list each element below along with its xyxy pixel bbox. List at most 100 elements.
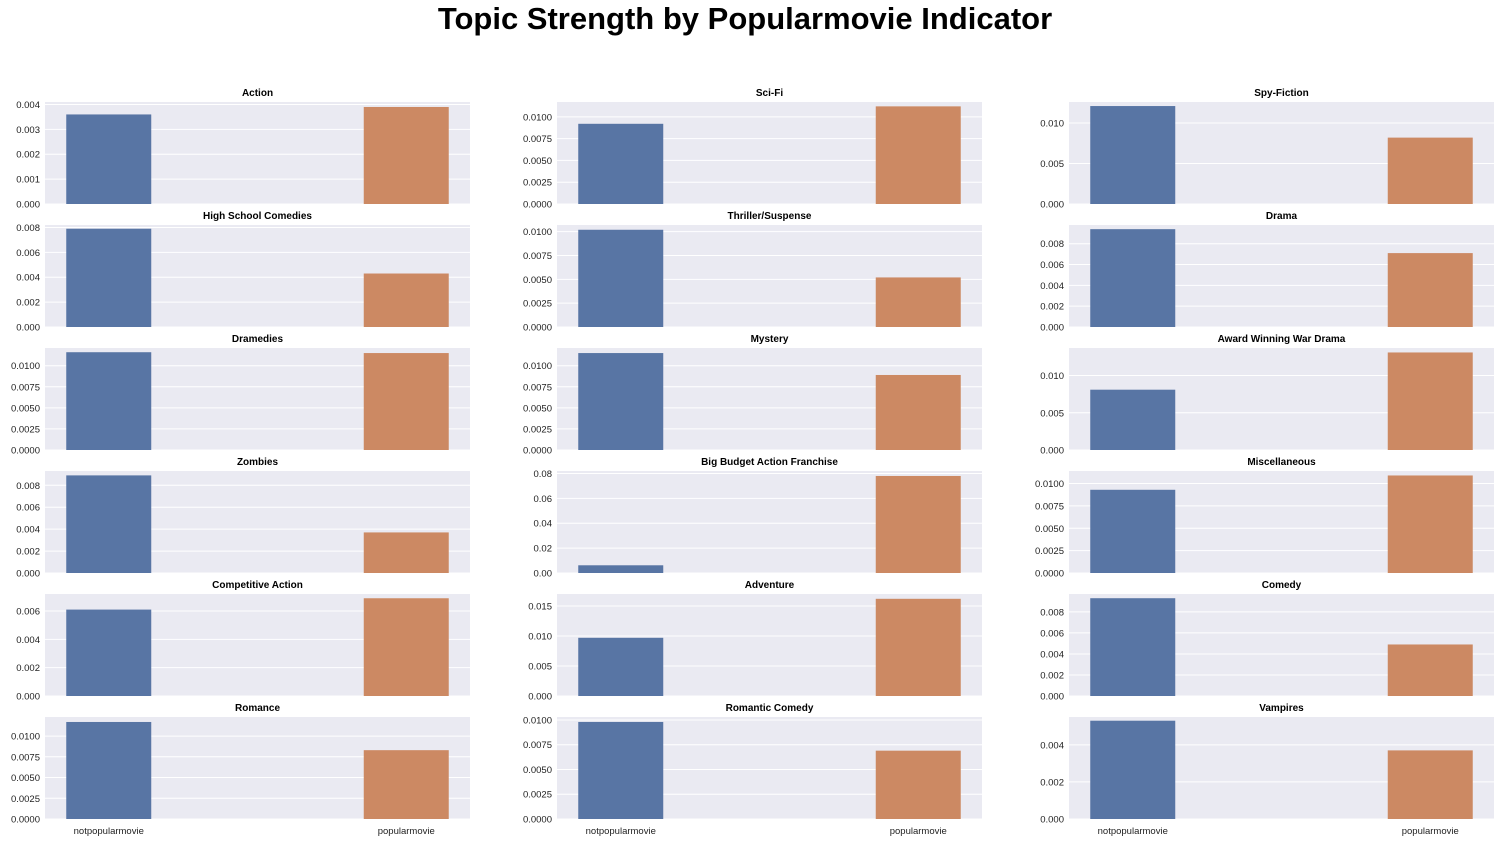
y-tick-label: 0.002 (1040, 670, 1064, 681)
x-tick-label: popularmovie (1402, 826, 1459, 837)
y-tick-label: 0.0025 (523, 178, 552, 189)
subplot-title: Vampires (1259, 703, 1304, 714)
y-tick-label: 0.001 (16, 175, 40, 186)
subplot: 0.000 0.002 0.004 0.006 0.008 Zombies (16, 457, 470, 580)
subplot: 0.000 0.002 0.004 0.006 Competitive Action (16, 580, 470, 703)
subplot: 0.000 0.001 0.002 0.003 0.004 Action (16, 88, 470, 211)
y-tick-label: 0.015 (528, 602, 552, 613)
bar-popularmovie (363, 598, 449, 696)
bar-notpopularmovie (66, 114, 152, 204)
subplot-title: Adventure (745, 580, 795, 591)
y-tick-label: 0.002 (1040, 777, 1064, 788)
y-tick-label: 0.0050 (523, 765, 552, 776)
y-tick-label: 0.0025 (11, 794, 40, 805)
bar-popularmovie (875, 374, 961, 450)
subplot: 0.0000 0.0025 0.0050 0.0075 0.0100 Dramedies (11, 334, 470, 457)
y-tick-label: 0.010 (528, 632, 552, 643)
bar-notpopularmovie (578, 229, 664, 327)
y-tick-label: 0.003 (16, 125, 40, 136)
bar-popularmovie (1387, 137, 1473, 204)
y-tick-label: 0.06 (534, 494, 553, 505)
y-tick-label: 0.0000 (11, 815, 40, 826)
subplot: 0.0000 0.0025 0.0050 0.0075 0.0100 Romantic C… (523, 703, 982, 837)
y-tick-label: 0.0100 (523, 112, 552, 123)
bar-notpopularmovie (1090, 598, 1176, 696)
y-tick-label: 0.008 (1040, 239, 1064, 250)
y-tick-label: 0.004 (1040, 740, 1064, 751)
bar-notpopularmovie (1090, 720, 1176, 819)
y-tick-label: 0.006 (1040, 260, 1064, 271)
y-tick-label: 0.0075 (523, 382, 552, 393)
y-tick-label: 0.0050 (523, 275, 552, 286)
y-tick-label: 0.0000 (523, 200, 552, 211)
subplot-title: Comedy (1262, 580, 1302, 591)
x-tick-label: notpopularmovie (1098, 826, 1168, 837)
subplot: 0.0000 0.0025 0.0050 0.0075 0.0100 Miscellane… (1035, 457, 1494, 580)
bar-popularmovie (875, 106, 961, 204)
bar-notpopularmovie (66, 609, 152, 696)
bar-popularmovie (1387, 475, 1473, 573)
bar-notpopularmovie (1090, 389, 1176, 450)
y-tick-label: 0.0000 (523, 815, 552, 826)
bar-popularmovie (363, 106, 449, 204)
subplot: 0.0000 0.0025 0.0050 0.0075 0.0100 Romance not… (11, 703, 470, 837)
bar-popularmovie (1387, 352, 1473, 450)
bar-popularmovie (1387, 253, 1473, 327)
y-tick-label: 0.000 (16, 200, 40, 211)
x-tick-label: popularmovie (890, 826, 947, 837)
y-tick-label: 0.004 (1040, 281, 1064, 292)
bar-notpopularmovie (66, 721, 152, 819)
bar-popularmovie (875, 475, 961, 573)
subplot-title: Competitive Action (212, 580, 303, 591)
y-tick-label: 0.000 (1040, 323, 1064, 334)
x-tick-label: popularmovie (378, 826, 435, 837)
y-tick-label: 0.0025 (523, 424, 552, 435)
bar-notpopularmovie (66, 475, 152, 573)
y-tick-label: 0.006 (16, 607, 40, 618)
y-tick-label: 0.0025 (11, 424, 40, 435)
y-tick-label: 0.0050 (11, 403, 40, 414)
y-tick-label: 0.0025 (1035, 546, 1064, 557)
y-tick-label: 0.00 (534, 569, 553, 580)
y-tick-label: 0.005 (1040, 408, 1064, 419)
y-tick-label: 0.0050 (523, 156, 552, 167)
bar-popularmovie (1387, 750, 1473, 819)
bar-notpopularmovie (1090, 489, 1176, 573)
y-tick-label: 0.0000 (11, 446, 40, 457)
y-tick-label: 0.000 (16, 323, 40, 334)
subplot-title: Sci-Fi (756, 88, 783, 99)
y-tick-label: 0.0050 (523, 403, 552, 414)
subplot: 0.0000 0.0025 0.0050 0.0075 0.0100 Sci-Fi (523, 88, 982, 211)
y-tick-label: 0.0100 (1035, 479, 1064, 490)
bar-popularmovie (1387, 644, 1473, 696)
bar-notpopularmovie (578, 637, 664, 696)
y-tick-label: 0.008 (1040, 607, 1064, 618)
subplot: 0.000 0.002 0.004 0.006 0.008 Drama (1040, 211, 1494, 334)
bar-notpopularmovie (66, 228, 152, 327)
y-tick-label: 0.0025 (523, 790, 552, 801)
subplot: 0.0000 0.0025 0.0050 0.0075 0.0100 Mystery (523, 334, 982, 457)
subplot: 0.000 0.005 0.010 0.015 Adventure (528, 580, 982, 703)
y-tick-label: 0.0025 (523, 299, 552, 310)
subplot-title: Romantic Comedy (726, 703, 814, 714)
y-tick-label: 0.000 (528, 692, 552, 703)
y-tick-label: 0.004 (16, 273, 40, 284)
subplot: 0.000 0.002 0.004 Vampires notpopularmovie po… (1040, 703, 1494, 837)
y-tick-label: 0.002 (16, 663, 40, 674)
y-tick-label: 0.02 (534, 544, 553, 555)
y-tick-label: 0.000 (1040, 200, 1064, 211)
y-tick-label: 0.000 (1040, 815, 1064, 826)
y-tick-label: 0.006 (16, 248, 40, 259)
y-tick-label: 0.0100 (523, 715, 552, 726)
y-tick-label: 0.0050 (11, 773, 40, 784)
y-tick-label: 0.0075 (523, 251, 552, 262)
subplot: 0.0000 0.0025 0.0050 0.0075 0.0100 Thriller/S… (523, 211, 982, 334)
y-tick-label: 0.0075 (11, 752, 40, 763)
subplot: 0.00 0.02 0.04 0.06 0.08 Big Budget Action Fr… (534, 457, 982, 580)
bar-notpopularmovie (1090, 229, 1176, 327)
y-tick-label: 0.004 (16, 100, 40, 111)
y-tick-label: 0.0100 (523, 227, 552, 238)
subplot-title: Drama (1266, 211, 1298, 222)
y-tick-label: 0.002 (16, 298, 40, 309)
y-tick-label: 0.004 (16, 525, 40, 536)
